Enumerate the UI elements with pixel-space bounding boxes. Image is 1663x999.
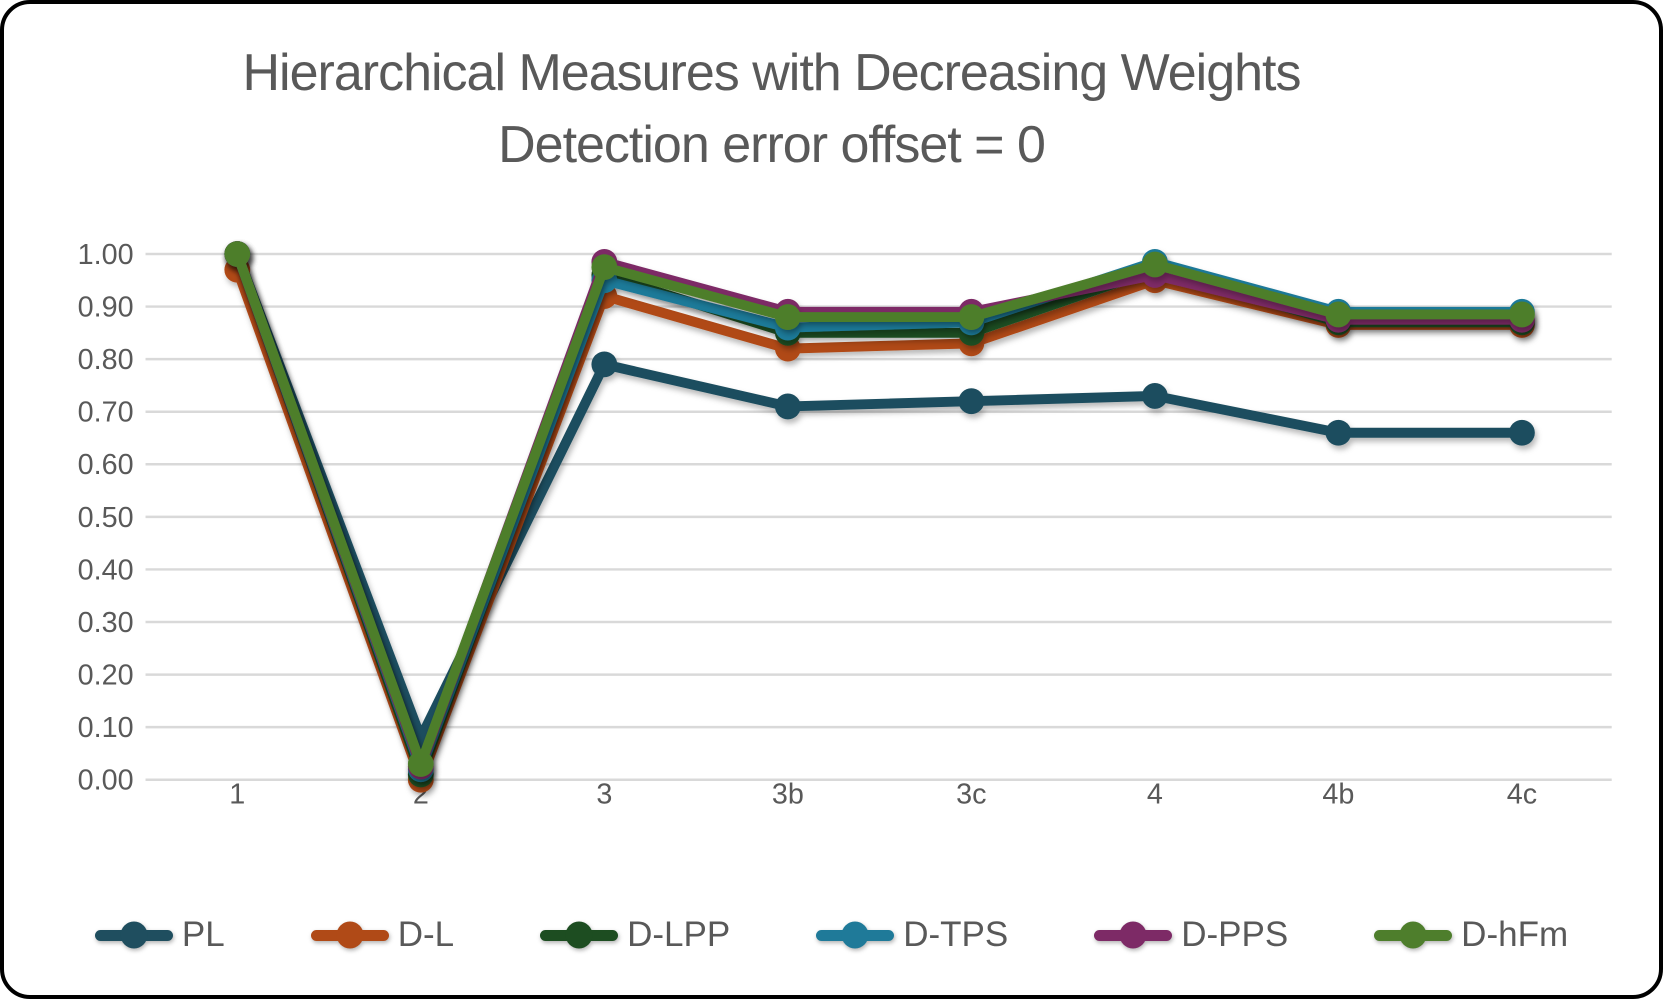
chart-title-line2: Detection error offset = 0 bbox=[498, 115, 1046, 174]
legend-marker-icon bbox=[1094, 921, 1173, 949]
data-point-marker bbox=[958, 304, 985, 330]
x-tick-label: 3b bbox=[772, 779, 804, 811]
data-point-marker bbox=[591, 254, 618, 281]
chart-svg: 0.00 0.10 0.20 0.30 0.40 0.50 0.60 0.70 0.80 0.90… bbox=[78, 239, 1612, 811]
y-tick-label: 0.50 bbox=[78, 502, 134, 534]
legend-label: D-LPP bbox=[627, 915, 731, 954]
y-tick-label: 0.70 bbox=[78, 397, 134, 429]
data-point-marker bbox=[224, 241, 251, 267]
chart-title: Hierarchical Measures with Decreasing We… bbox=[4, 38, 1539, 182]
y-tick-label: 0.10 bbox=[78, 712, 134, 744]
series-line bbox=[232, 264, 1527, 785]
legend-label: D-PPS bbox=[1181, 915, 1289, 954]
data-point-marker bbox=[1141, 251, 1168, 278]
y-tick-label: 0.30 bbox=[78, 607, 134, 639]
data-point-marker bbox=[1325, 419, 1352, 446]
y-tick-label: 1.00 bbox=[78, 239, 134, 271]
legend-item-D-L: D-L bbox=[310, 915, 455, 955]
legend-marker-icon bbox=[310, 921, 389, 949]
x-tick-label: 3c bbox=[956, 779, 986, 811]
legend-marker-icon bbox=[540, 921, 619, 949]
legend-item-D-PPS: D-PPS bbox=[1094, 915, 1288, 955]
chart-title-line1: Hierarchical Measures with Decreasing We… bbox=[242, 44, 1301, 102]
y-tick-label: 0.20 bbox=[78, 660, 134, 692]
x-tick-label: 3 bbox=[596, 779, 612, 811]
y-tick-label: 0.80 bbox=[78, 344, 134, 376]
y-tick-label: 0.40 bbox=[78, 554, 134, 586]
legend-dot-icon bbox=[1399, 921, 1427, 949]
series-line bbox=[232, 249, 1527, 769]
legend-dot-icon bbox=[1119, 921, 1147, 949]
legend-label: D-hFm bbox=[1461, 915, 1569, 954]
data-point-marker bbox=[774, 304, 801, 330]
chart-legend: PL D-L D-LPP D-TPS D-PPS D-hFm bbox=[34, 915, 1629, 955]
x-tick-label: 1 bbox=[229, 779, 245, 811]
legend-item-PL: PL bbox=[94, 915, 225, 955]
legend-item-D-LPP: D-LPP bbox=[540, 915, 730, 955]
legend-dot-icon bbox=[565, 921, 593, 949]
legend-dot-icon bbox=[120, 921, 148, 949]
legend-label: PL bbox=[181, 915, 225, 954]
data-point-marker bbox=[958, 388, 985, 415]
data-point-marker bbox=[774, 393, 801, 420]
legend-dot-icon bbox=[841, 921, 869, 949]
legend-label: D-L bbox=[397, 915, 455, 954]
data-point-marker bbox=[407, 751, 434, 777]
series-D-hFm bbox=[224, 241, 1535, 777]
legend-dot-icon bbox=[336, 921, 364, 949]
data-point-marker bbox=[591, 351, 618, 378]
data-point-marker bbox=[1325, 301, 1352, 328]
y-tick-label: 0.00 bbox=[78, 765, 134, 797]
data-point-marker bbox=[1509, 419, 1535, 446]
legend-marker-icon bbox=[94, 921, 173, 949]
data-point-marker bbox=[1141, 383, 1168, 409]
legend-marker-icon bbox=[1374, 921, 1453, 949]
data-point-marker bbox=[1509, 301, 1535, 328]
legend-label: D-TPS bbox=[903, 915, 1009, 954]
y-tick-label: 0.90 bbox=[78, 291, 134, 323]
y-tick-label: 0.60 bbox=[78, 449, 134, 481]
legend-item-D-hFm: D-hFm bbox=[1374, 915, 1568, 955]
x-tick-label: 4 bbox=[1147, 779, 1163, 811]
x-tick-label: 4b bbox=[1322, 779, 1354, 811]
legend-marker-icon bbox=[816, 921, 895, 949]
x-tick-label: 4c bbox=[1507, 779, 1537, 811]
legend-item-D-TPS: D-TPS bbox=[816, 915, 1008, 955]
